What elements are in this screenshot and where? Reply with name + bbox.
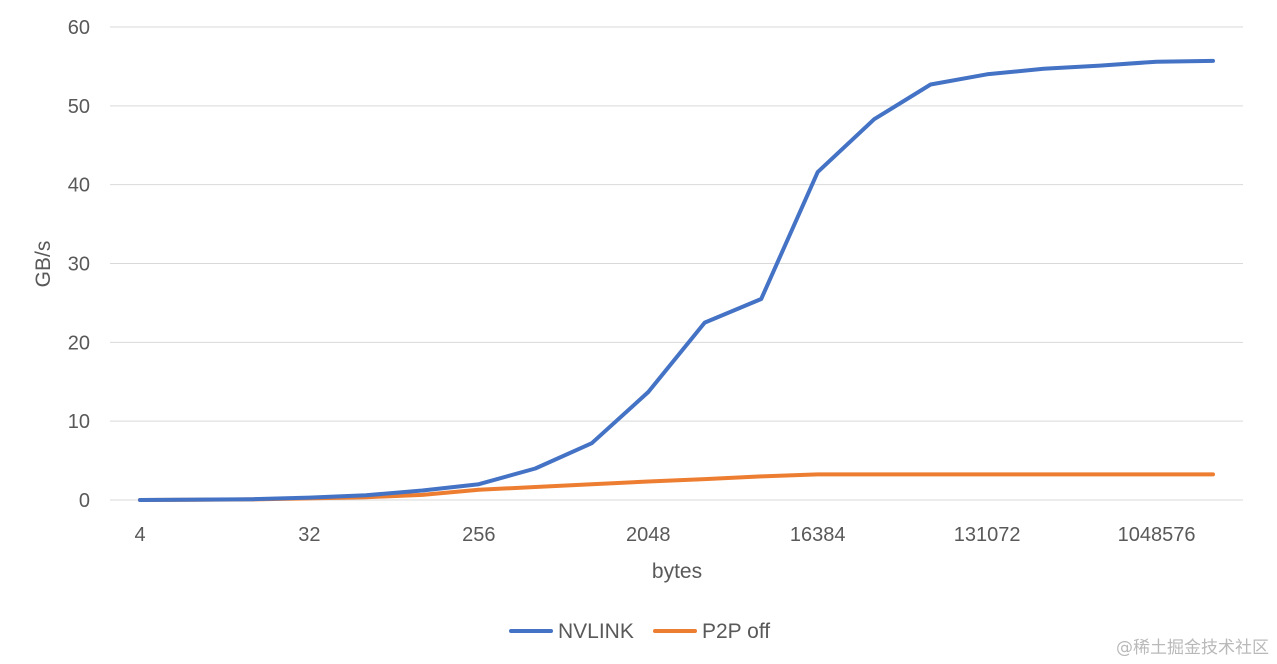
y-tick-label: 30 — [68, 254, 90, 276]
legend-label-nvlink: NVLINK — [558, 620, 634, 643]
x-tick-label: 1048576 — [1118, 524, 1196, 546]
y-tick-label: 20 — [68, 332, 90, 354]
x-tick-label: 131072 — [954, 524, 1021, 546]
legend: NVLINK P2P off — [509, 620, 770, 643]
y-tick-label: 40 — [68, 175, 90, 197]
x-tick-label: 32 — [298, 524, 320, 546]
y-tick-label: 50 — [68, 96, 90, 118]
y-axis-title: GB/s — [32, 241, 55, 288]
x-tick-label: 4 — [134, 524, 145, 546]
gridlines — [110, 26, 1243, 501]
y-tick-label: 0 — [79, 490, 90, 512]
watermark: @稀土掘金技术社区 — [1116, 638, 1269, 658]
x-tick-label: 256 — [462, 524, 495, 546]
y-axis-ticks: 0 10 20 30 40 50 60 — [68, 17, 90, 512]
y-tick-label: 10 — [68, 411, 90, 433]
x-axis-title: bytes — [652, 560, 702, 583]
legend-label-p2p-off: P2P off — [702, 620, 770, 643]
series-line-nvlink — [138, 58, 1215, 502]
x-tick-label: 16384 — [790, 524, 846, 546]
series-lines — [138, 58, 1215, 502]
x-tick-label: 2048 — [626, 524, 671, 546]
x-axis-ticks: 4 32 256 2048 16384 131072 1048576 — [134, 524, 1195, 546]
y-tick-label: 60 — [68, 17, 90, 39]
